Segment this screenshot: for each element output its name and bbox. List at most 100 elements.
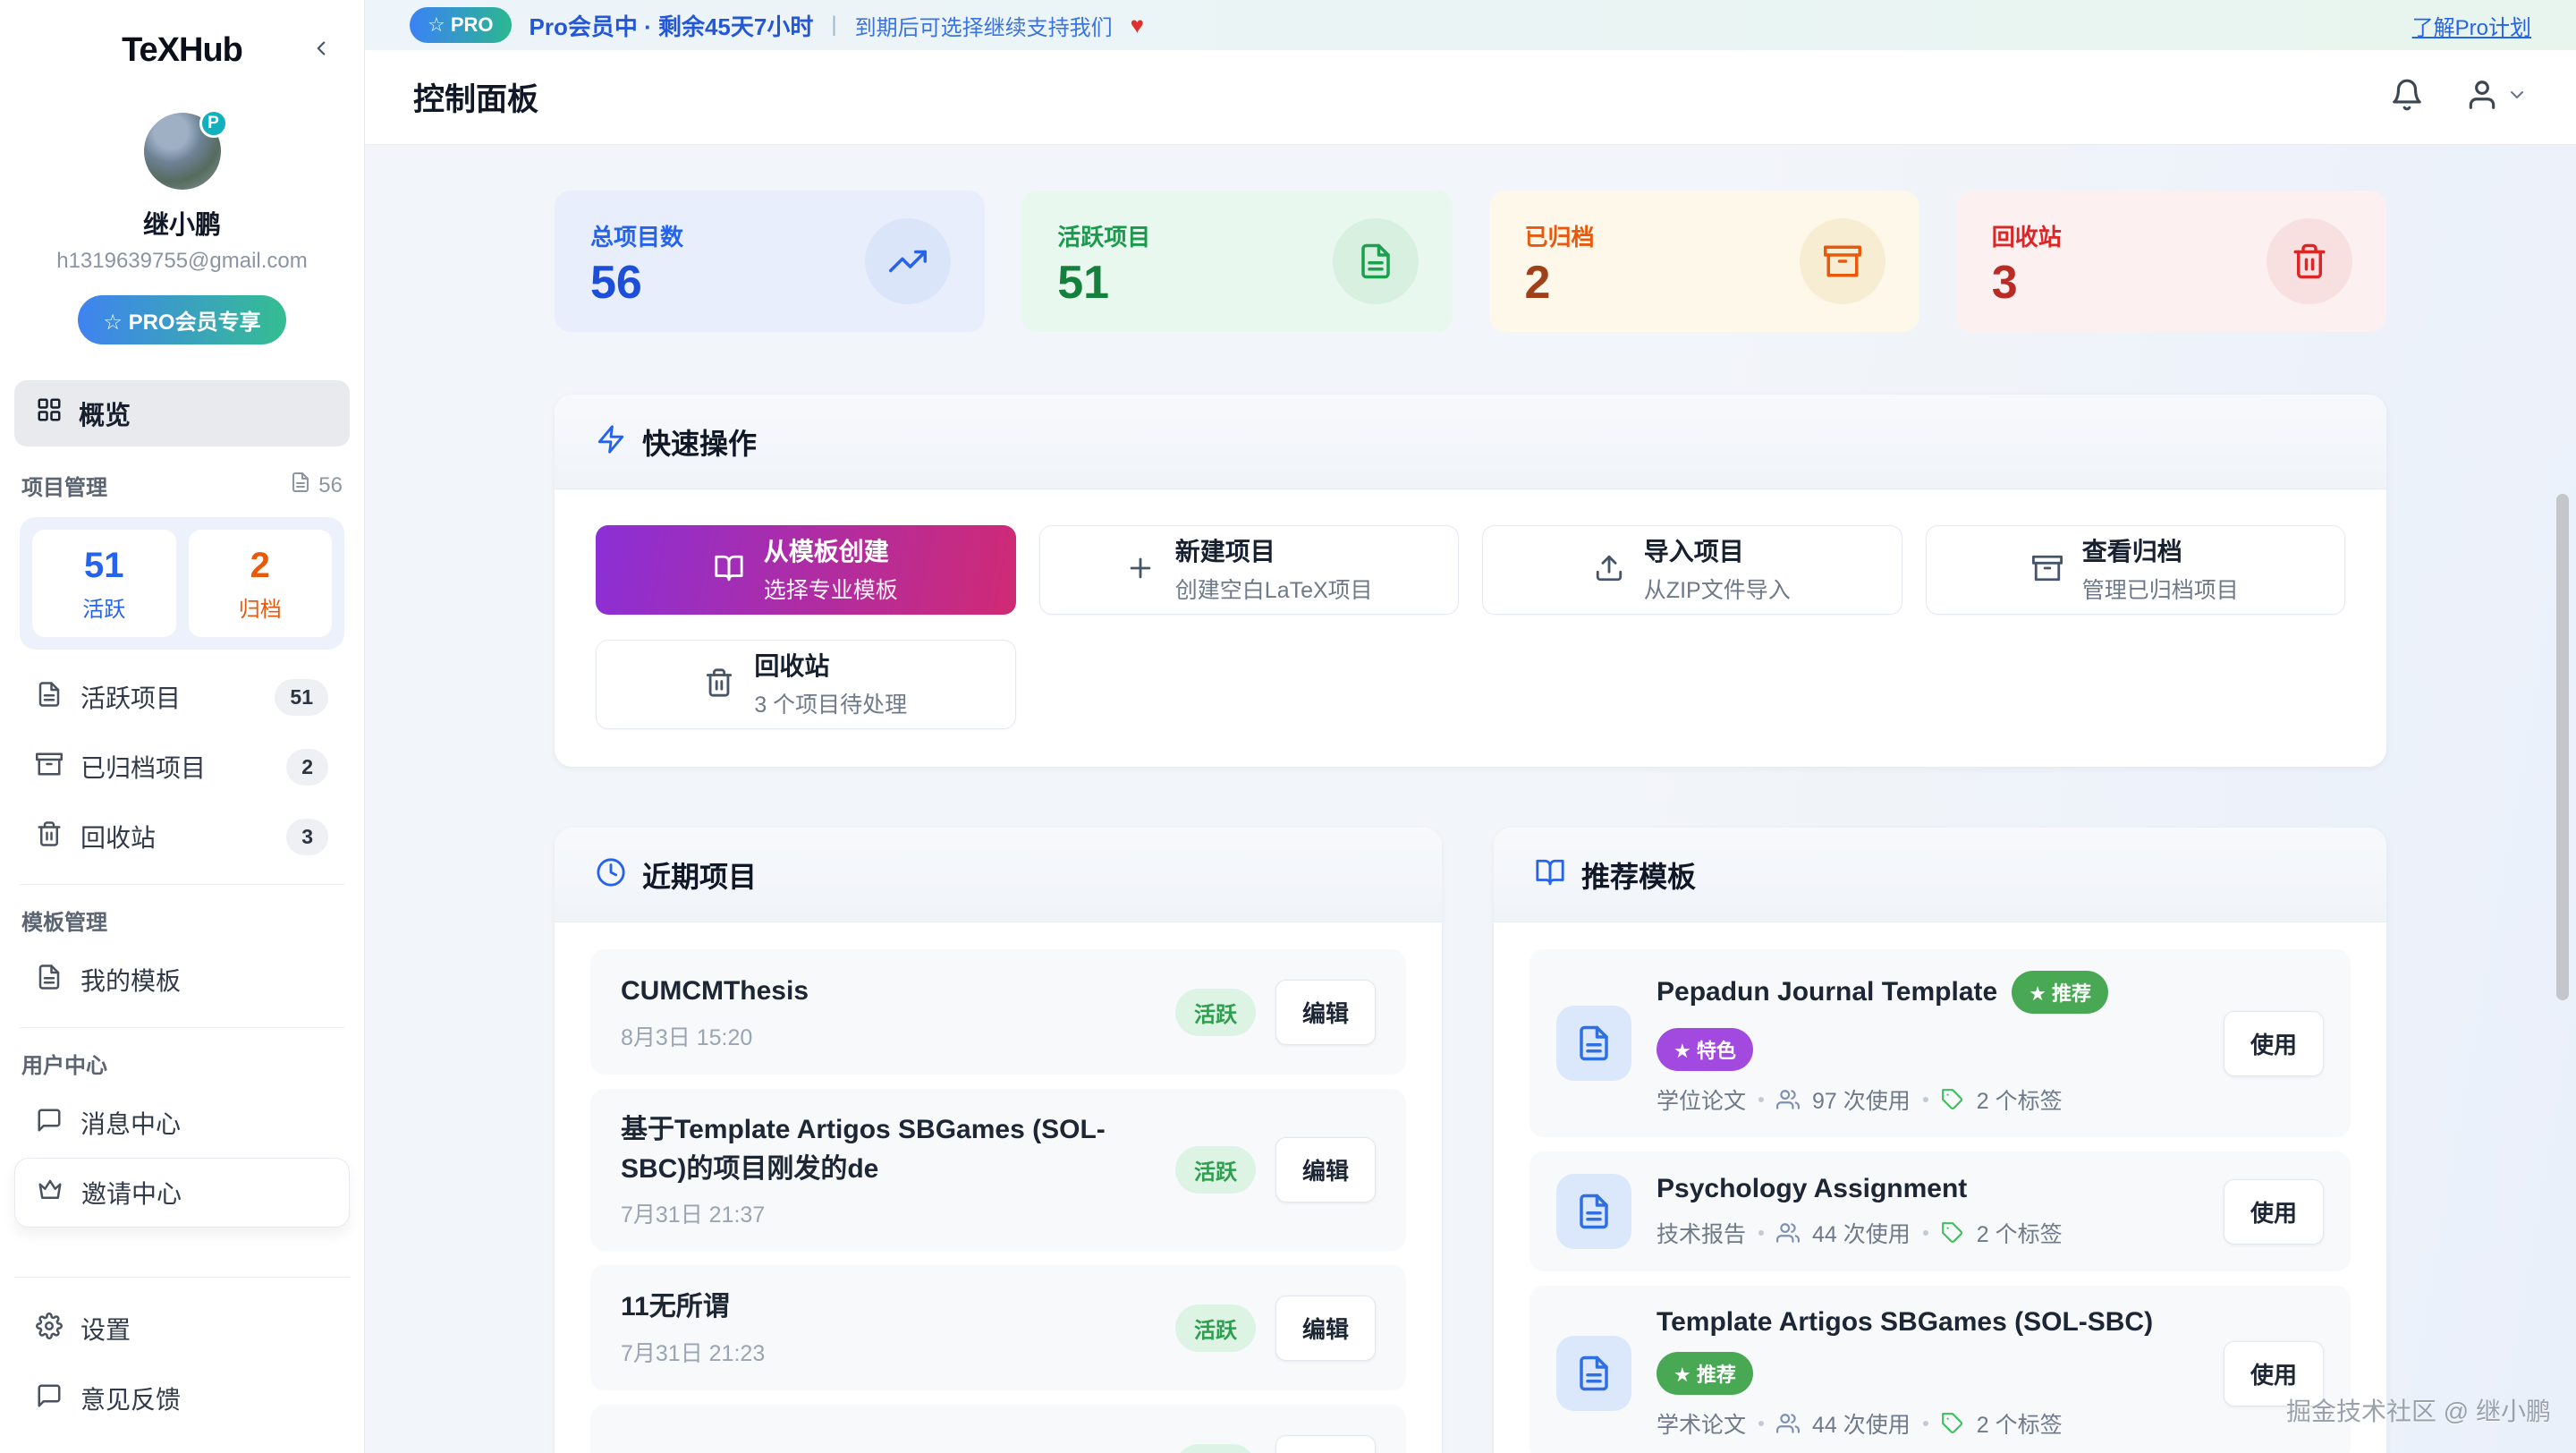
sidebar-item-label: 设置 [80,1316,131,1344]
stat-card-archived[interactable]: 已归档 2 [1488,191,1919,332]
use-template-button[interactable]: 使用 [2223,1178,2324,1245]
recommended-templates-header: 推荐模板 [1494,828,2386,922]
sidebar-item-label: 消息中心 [80,1110,182,1138]
sidebar-item-overview[interactable]: 概览 [14,380,350,446]
edit-button[interactable]: 编辑 [1275,1295,1376,1361]
mini-stat-active[interactable]: 51 活跃 [32,530,176,637]
stat-value: 56 [590,257,642,309]
stat-card-trash[interactable]: 回收站 3 [1955,191,2386,332]
sidebar-item-settings[interactable]: 设置 [14,1294,350,1364]
stat-value: 3 [1991,257,2018,309]
file-text-icon [1556,1174,1631,1249]
view-archive-button[interactable]: 查看归档 管理已归档项目 [1925,525,2345,615]
edit-button[interactable]: 编辑 [1275,1137,1376,1202]
pro-note-text: 到期后可选择继续支持我们 [854,15,1113,40]
sidebar-collapse-button[interactable] [301,30,341,70]
watermark: 掘金技术社区 @ 继小鹏 [2286,1398,2551,1425]
sidebar-item-feedback[interactable]: 意见反馈 [14,1364,350,1433]
recent-projects-list: CUMCMThesis 8月3日 15:20 活跃 编辑 基 [555,922,1442,1453]
template-uses: 97 次使用 [1812,1089,1911,1114]
divider [20,884,344,885]
stat-card-total-projects[interactable]: 总项目数 56 [555,191,986,332]
grid-icon [36,396,63,430]
divider [20,1027,344,1028]
use-template-button[interactable]: 使用 [2223,1010,2324,1076]
template-row[interactable]: Template Artigos SBGames (SOL-SBC) ★ 推荐 … [1530,1286,2351,1453]
create-from-template-button[interactable]: 从模板创建 选择专业模板 [596,525,1016,615]
card-title: 快速操作 [642,427,758,460]
template-row[interactable]: Pepadun Journal Template ★ 推荐 ★ 特色 学位论文 [1530,949,2351,1137]
upload-icon [1594,553,1624,588]
recent-projects-card: 近期项目 CUMCMThesis 8月3日 15:20 活跃 编辑 [555,828,1442,1453]
button-subtitle: 3 个项目待处理 [754,692,908,718]
new-project-button[interactable]: 新建项目 创建空白LaTeX项目 [1038,525,1459,615]
gear-icon [36,1312,63,1346]
sidebar-item-messages[interactable]: 消息中心 [14,1088,350,1158]
button-title: 查看归档 [2081,537,2182,565]
trash-quick-button[interactable]: 回收站 3 个项目待处理 [596,640,1016,729]
app-logo: TeXHub [122,30,243,69]
recent-projects-header: 近期项目 [555,828,1442,922]
archive-box-icon [2031,553,2063,588]
mini-stat-label: 活跃 [82,598,126,622]
recommended-templates-card: 推荐模板 Pepadun Journal Template ★ 推荐 ★ 特色 [1494,828,2386,1453]
book-open-icon [1535,857,1565,892]
template-uses: 44 次使用 [1812,1222,1911,1247]
tag-icon [1941,1221,1964,1245]
sidebar-item-label: 概览 [79,402,131,430]
featured-badge: ★ 特色 [1657,1028,1753,1071]
edit-button[interactable]: 编辑 [1275,979,1376,1045]
template-category: 技术报告 [1657,1222,1747,1247]
recommend-badge: ★ 推荐 [1657,1352,1753,1395]
scrollbar-thumb[interactable] [2556,494,2569,1000]
template-row[interactable]: Psychology Assignment 技术报告 44 次使用 [1530,1151,2351,1271]
chevron-left-icon [309,37,333,64]
project-row[interactable]: 基于Template Artigos SBGames (SOL-SBC)的项目刚… [590,1089,1406,1251]
project-row[interactable]: CUMCMThesis 8月3日 15:20 活跃 编辑 [590,949,1406,1075]
sidebar-item-invite-center[interactable]: 邀请中心 [14,1158,350,1228]
pro-pill-badge: ☆ PRO [410,7,512,43]
chat-bubble-icon [36,1107,63,1140]
dot-separator [1758,1097,1765,1102]
mini-stat-archived[interactable]: 2 归档 [188,530,332,637]
use-template-button[interactable]: 使用 [2223,1340,2324,1406]
button-subtitle: 从ZIP文件导入 [1643,577,1791,603]
avatar-wrap[interactable]: P [143,109,228,190]
section-template-management: 模板管理 [21,911,107,935]
dot-separator [1922,1421,1928,1426]
tag-icon [1941,1088,1964,1111]
users-icon [1776,1412,1801,1435]
recommend-badge: ★ 推荐 [2012,971,2109,1014]
sidebar-item-archived-projects[interactable]: 已归档项目 2 [14,732,350,802]
edit-button[interactable]: 编辑 [1275,1434,1376,1453]
count-badge: 51 [275,678,328,716]
sidebar-item-trash[interactable]: 回收站 3 [14,802,350,871]
file-text-icon [290,472,311,499]
account-menu-button[interactable] [2465,78,2528,116]
stat-label: 已归档 [1524,224,1595,251]
sidebar-item-active-projects[interactable]: 活跃项目 51 [14,662,350,732]
dashboard-content: 总项目数 56 活跃项目 51 已归档 2 回 [365,145,2576,1453]
import-project-button[interactable]: 导入项目 从ZIP文件导入 [1482,525,1902,615]
stat-label: 回收站 [1991,224,2062,251]
sidebar-item-label: 已归档项目 [80,754,207,782]
sidebar-item-my-templates[interactable]: 我的模板 [14,945,350,1015]
pro-member-badge: ☆ PRO会员专享 [78,295,286,344]
project-row[interactable]: 11无所谓 7月31日 21:23 活跃 编辑 [590,1265,1406,1390]
button-title: 回收站 [754,651,830,680]
trash-icon [704,667,734,702]
quick-actions-header: 快速操作 [555,395,2386,489]
notifications-button[interactable] [2390,78,2424,116]
button-subtitle: 创建空白LaTeX项目 [1174,577,1373,603]
stat-card-active-projects[interactable]: 活跃项目 51 [1021,191,1453,332]
topbar-actions [2390,78,2528,116]
mini-stat-label: 归档 [238,598,282,622]
book-open-icon [714,553,744,588]
clock-icon [596,857,626,892]
project-row[interactable]: 222 活跃 编辑 [590,1405,1406,1453]
users-icon [1776,1088,1801,1111]
quick-actions-body: 从模板创建 选择专业模板 新建项目 创建空白LaTeX项目 [555,489,2386,767]
learn-pro-link[interactable]: 了解Pro计划 [2411,15,2531,40]
archive-box-icon [36,751,63,784]
